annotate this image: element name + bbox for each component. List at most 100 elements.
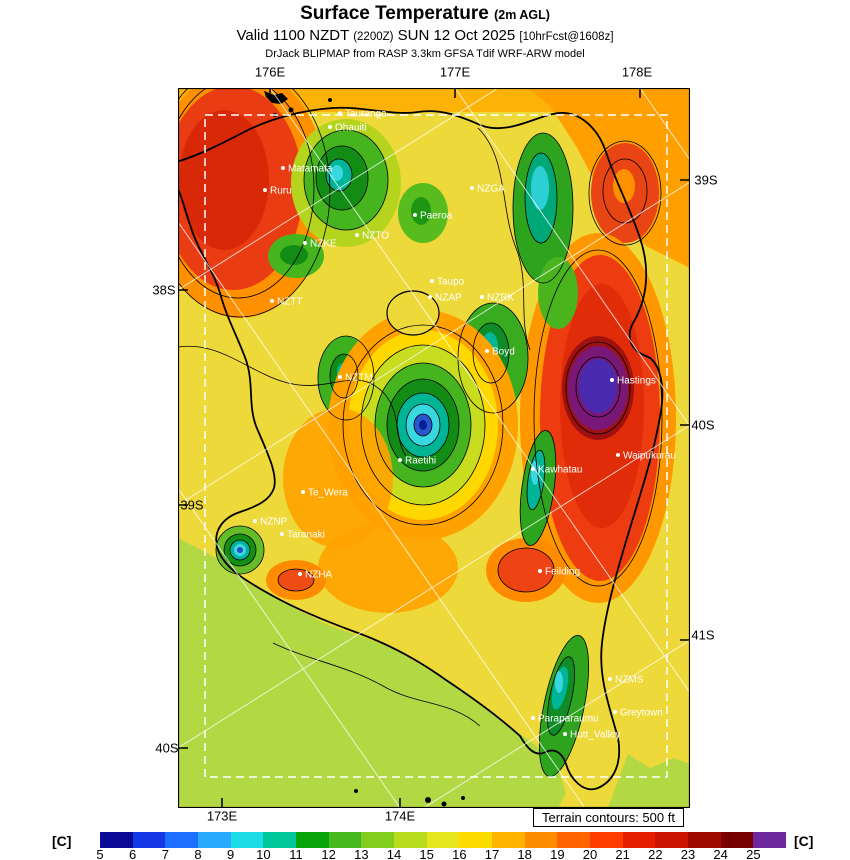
contour-lines xyxy=(178,88,663,777)
place-marker xyxy=(281,166,285,170)
colorbar-tick: 13 xyxy=(354,847,369,860)
lake-taupo xyxy=(386,290,440,336)
place-label: NZAP xyxy=(435,293,462,304)
map-canvas: Tauranga Ohauiti Matamata Ruru NZGA Paeroa NZT… xyxy=(177,87,691,809)
place-marker xyxy=(413,213,417,217)
place-label: NZMS xyxy=(615,675,644,686)
place-marker xyxy=(538,569,542,573)
place-marker xyxy=(610,378,614,382)
place-marker xyxy=(338,375,342,379)
colorbar-tick: 18 xyxy=(517,847,532,860)
colorbar-tick: 17 xyxy=(484,847,500,860)
place-marker xyxy=(328,125,332,129)
valid-zulu: (2200Z) xyxy=(353,31,394,43)
colorbar-unit-left: [C] xyxy=(52,833,72,849)
colorbar-tick: 22 xyxy=(648,847,663,860)
place-label: NZHA xyxy=(305,570,333,581)
valid-forecast: [10hrFcst@1608z] xyxy=(519,31,614,43)
domain-boundary xyxy=(204,114,668,778)
colorbar-tick: 11 xyxy=(289,847,303,860)
place-label: Waipukurau xyxy=(623,451,676,462)
colorbar-tick: 23 xyxy=(680,847,696,860)
colorbar-segment xyxy=(100,832,133,848)
place-label: Taupo xyxy=(437,277,465,288)
colorbar-tick: 16 xyxy=(452,847,467,860)
axis-label: 176E xyxy=(254,64,286,80)
place-marker xyxy=(398,458,402,462)
axis-label: 177E xyxy=(439,64,471,80)
place-marker xyxy=(253,519,257,523)
axis-label: 174E xyxy=(384,808,416,824)
colorbar-segment xyxy=(132,832,166,848)
valid-date: SUN 12 Oct 2025 xyxy=(397,27,516,44)
place-label: Hastings xyxy=(617,376,656,387)
colorbar-segment xyxy=(720,832,754,848)
colorbar-segment xyxy=(622,832,656,848)
place-label: NZTM xyxy=(345,373,373,384)
place-marker xyxy=(531,467,535,471)
colorbar-segment xyxy=(655,832,689,848)
colorbar-segment xyxy=(263,832,297,848)
place-label: Ohauiti xyxy=(335,123,367,134)
colorbar-segment xyxy=(753,832,787,848)
axis-label: 38S xyxy=(152,282,176,298)
colorbar-segment xyxy=(328,832,362,848)
place-label: Hutt_Valley xyxy=(570,730,620,741)
colorbar-unit-right: [C] xyxy=(794,833,814,849)
axis-ticks xyxy=(178,88,690,808)
colorbar-tick: 8 xyxy=(194,847,202,860)
axis-label: 173E xyxy=(206,808,238,824)
place-marker xyxy=(303,241,307,245)
place-marker xyxy=(270,299,274,303)
colorbar-segments xyxy=(100,832,787,848)
colorbar-segment xyxy=(524,832,558,848)
axis-label: 39S xyxy=(180,497,204,513)
colorbar-tick: 5 xyxy=(96,847,104,860)
title-suffix: (2m AGL) xyxy=(494,8,550,22)
colorbar-tick: 9 xyxy=(227,847,235,860)
colorbar-segment xyxy=(688,832,721,848)
axis-label: 40S xyxy=(155,740,179,756)
colorbar-segment xyxy=(230,832,264,848)
place-marker xyxy=(563,732,567,736)
place-marker xyxy=(338,111,342,115)
colorbar-ticks: 5 6 7 8 9 10 11 12 13 14 15 16 17 18 19 20 21 22 23 24 25 xyxy=(96,847,786,860)
colorbar-segment xyxy=(590,832,623,848)
colorbar-segment xyxy=(165,832,199,848)
place-marker xyxy=(298,572,302,576)
colorbar-segment xyxy=(361,832,395,848)
place-label: NZTT xyxy=(277,297,303,308)
place-label: Matamata xyxy=(288,164,333,175)
place-marker xyxy=(480,295,484,299)
colorbar-tick: 7 xyxy=(161,847,169,860)
place-label: Feilding xyxy=(545,567,580,578)
header: Surface Temperature (2m AGL) Valid 1100 … xyxy=(0,3,850,61)
valid-prefix: Valid 1100 NZDT xyxy=(236,27,350,44)
place-marker xyxy=(608,677,612,681)
place-marker xyxy=(616,453,620,457)
terrain-contours-note: Terrain contours: 500 ft xyxy=(533,808,684,827)
place-marker xyxy=(485,349,489,353)
axis-label: 178E xyxy=(621,64,653,80)
temperature-map: Tauranga Ohauiti Matamata Ruru NZGA Paeroa NZT… xyxy=(177,87,691,809)
place-marker xyxy=(470,186,474,190)
place-label: Raetihi xyxy=(405,456,436,467)
place-label: Tauranga xyxy=(345,109,387,120)
place-marker xyxy=(355,233,359,237)
place-label: Ruru xyxy=(270,186,292,197)
place-marker xyxy=(280,532,284,536)
place-label: Taranaki xyxy=(287,530,325,541)
place-label: Boyd xyxy=(492,347,515,358)
coastline xyxy=(178,106,664,791)
colorbar-tick: 25 xyxy=(746,847,761,860)
place-label: NZGA xyxy=(477,184,505,195)
place-label: Paeroa xyxy=(420,211,453,222)
colorbar-tick: 15 xyxy=(419,847,434,860)
title-main: Surface Temperature xyxy=(300,3,489,24)
axis-label: 41S xyxy=(691,627,715,643)
place-label: NZKE xyxy=(310,239,337,250)
place-label: Paraparaumu xyxy=(538,714,599,725)
model-line: DrJack BLIPMAP from RASP 3.3km GFSA Tdif… xyxy=(265,48,585,60)
colorbar-segment xyxy=(198,832,231,848)
